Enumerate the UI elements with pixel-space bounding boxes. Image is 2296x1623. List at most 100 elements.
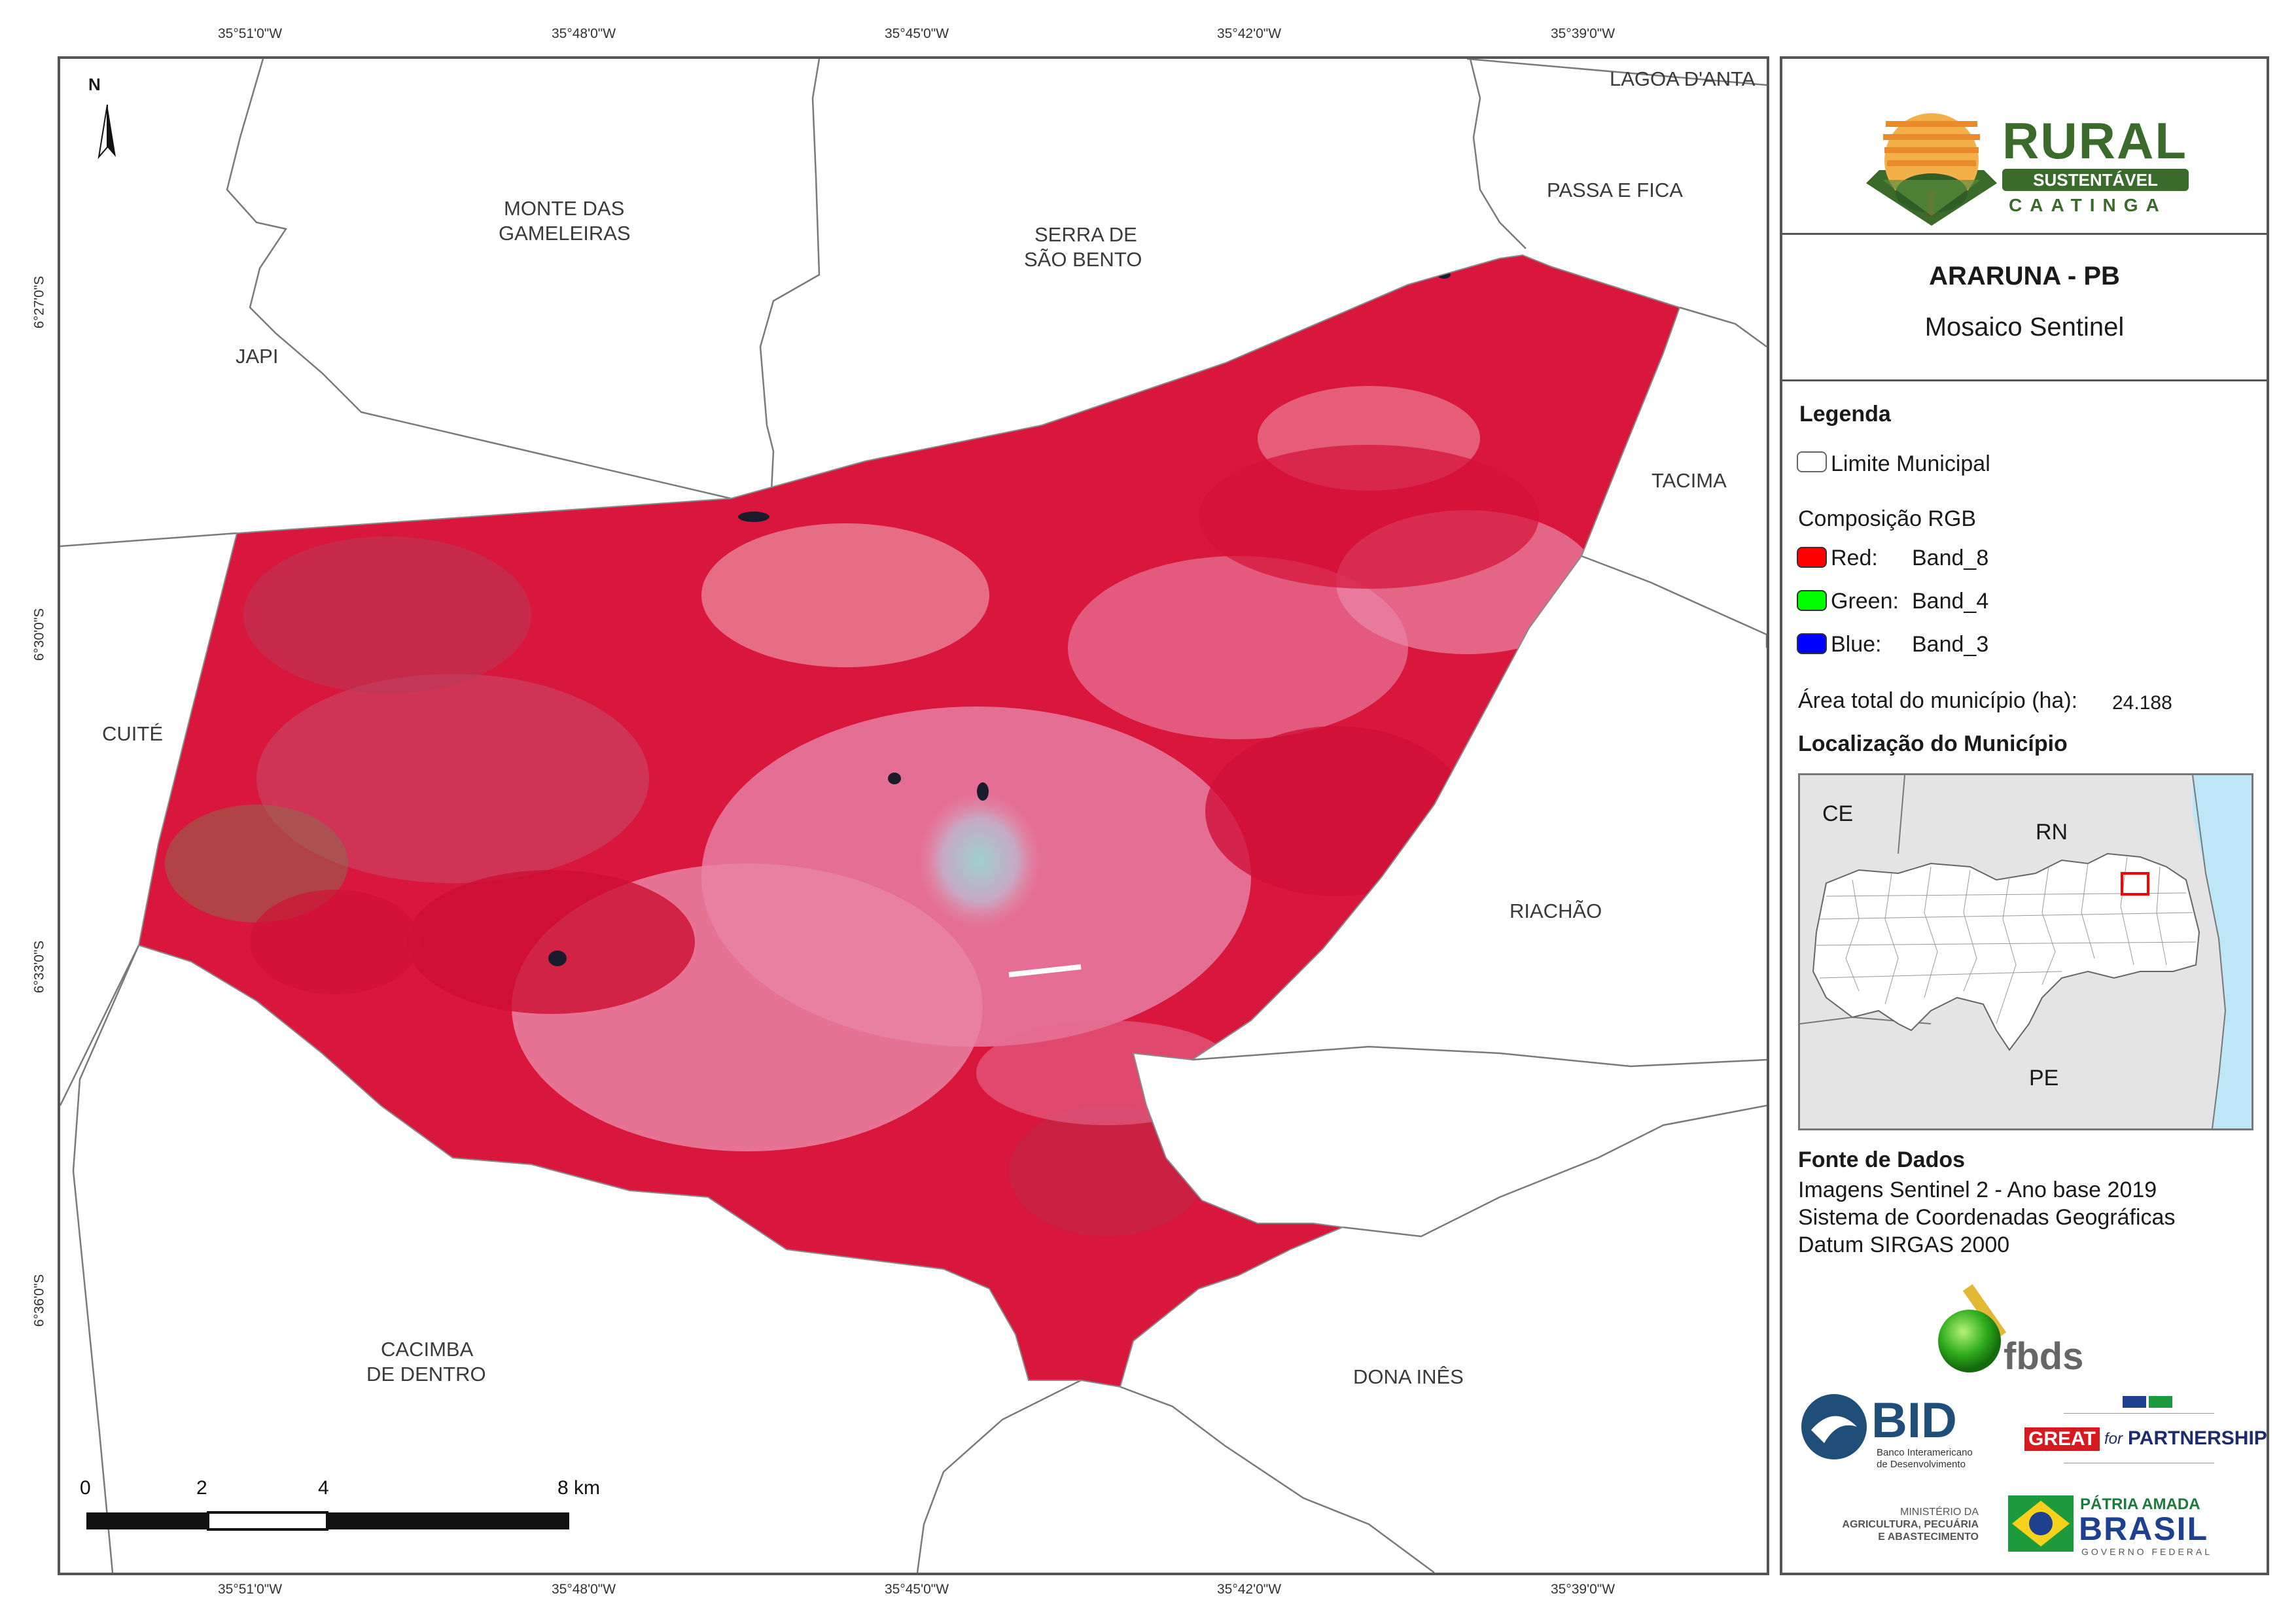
area-label: Área total do município (ha): bbox=[1798, 688, 2078, 713]
patria-line-1: PÁTRIA AMADA bbox=[2080, 1495, 2200, 1513]
map-frame[interactable]: N LAGOA D'ANTA MONTE DAS GAMELEIRAS SERR… bbox=[58, 56, 1769, 1575]
scale-bar bbox=[86, 1511, 569, 1531]
bid-text: BID bbox=[1871, 1393, 1957, 1448]
divider-2 bbox=[1782, 379, 2267, 381]
rural-sustentavel-logo: RURAL SUSTENTÁVEL CAATINGA bbox=[1860, 98, 2200, 229]
blue-band-swatch bbox=[1797, 633, 1827, 654]
bid-sub-1: Banco Interamericano bbox=[1877, 1447, 1973, 1458]
left-coord-4: 6°36'0"S bbox=[31, 1274, 47, 1327]
locator-label-rn: RN bbox=[2036, 820, 2068, 845]
legend-heading: Legenda bbox=[1799, 402, 1891, 427]
legend-panel: RURAL SUSTENTÁVEL CAATINGA ARARUNA - PB … bbox=[1780, 56, 2269, 1575]
locator-svg bbox=[1800, 775, 2252, 1128]
divider-1 bbox=[1782, 233, 2267, 235]
bottom-coord-4: 35°42'0"W bbox=[1217, 1582, 1282, 1597]
source-line-2: Sistema de Coordenadas Geográficas bbox=[1798, 1205, 2176, 1230]
brasil-flag-icon bbox=[2008, 1495, 2074, 1552]
label-cacimba-de-dentro-1: CACIMBA bbox=[381, 1338, 474, 1361]
red-band-label: Red: bbox=[1831, 546, 1878, 570]
municipal-boundaries bbox=[60, 59, 1767, 1573]
area-value: 24.188 bbox=[2112, 692, 2172, 714]
top-coord-3: 35°45'0"W bbox=[885, 26, 949, 41]
blue-band-value: Band_3 bbox=[1912, 632, 1989, 657]
sources-heading: Fonte de Dados bbox=[1798, 1147, 1966, 1172]
ministerio-line-1: MINISTÉRIO DA bbox=[1899, 1507, 1979, 1518]
logo-emblem-icon bbox=[1866, 113, 1997, 226]
red-band-value: Band_8 bbox=[1912, 546, 1989, 570]
flags-icon bbox=[2123, 1396, 2175, 1408]
limit-swatch bbox=[1797, 451, 1827, 472]
bottom-coord-2: 35°48'0"W bbox=[552, 1582, 616, 1597]
bid-emblem-icon bbox=[1801, 1394, 1867, 1459]
locator-map: CE RN PE bbox=[1798, 773, 2253, 1130]
left-coord-3: 6°33'0"S bbox=[31, 940, 47, 994]
label-passa-e-fica: PASSA E FICA bbox=[1547, 179, 1683, 201]
top-coord-5: 35°39'0"W bbox=[1551, 26, 1616, 41]
scale-label-0: 0 bbox=[80, 1477, 91, 1499]
locator-label-pe: PE bbox=[2029, 1066, 2059, 1091]
great-partnership-logo: GREAT for PARTNERSHIP bbox=[2024, 1393, 2273, 1472]
top-coord-4: 35°42'0"W bbox=[1217, 26, 1282, 41]
great-for-text: for bbox=[2104, 1430, 2123, 1448]
great-text: GREAT bbox=[2024, 1427, 2100, 1451]
ministerio-line-3: E ABASTECIMENTO bbox=[1878, 1531, 1979, 1543]
scale-label-2: 2 bbox=[196, 1477, 207, 1499]
label-serra-de-sao-bento-1: SERRA DE bbox=[1034, 223, 1137, 246]
source-line-1: Imagens Sentinel 2 - Ano base 2019 bbox=[1798, 1178, 2157, 1202]
map-canvas[interactable] bbox=[60, 59, 1767, 1573]
label-japi: JAPI bbox=[236, 345, 279, 368]
logo-caatinga: CAATINGA bbox=[2009, 195, 2167, 215]
left-coord-2: 6°30'0"S bbox=[31, 608, 47, 661]
top-coord-1: 35°51'0"W bbox=[218, 26, 283, 41]
map-title: ARARUNA - PB bbox=[1929, 262, 2120, 290]
great-partnership-text: PARTNERSHIP bbox=[2128, 1427, 2267, 1449]
label-monte-das-gameleiras-2: GAMELEIRAS bbox=[499, 222, 631, 245]
label-cacimba-de-dentro-2: DE DENTRO bbox=[366, 1363, 486, 1386]
fbds-text: fbds bbox=[2004, 1335, 2084, 1378]
red-band-swatch bbox=[1797, 547, 1827, 568]
blue-band-label: Blue: bbox=[1831, 632, 1882, 657]
map-subtitle: Mosaico Sentinel bbox=[1924, 313, 2125, 341]
left-coord-1: 6°27'0"S bbox=[31, 275, 47, 329]
locator-label-ce: CE bbox=[1822, 801, 1854, 826]
patria-line-2: BRASIL bbox=[2079, 1510, 2209, 1547]
scale-seg-3 bbox=[327, 1512, 569, 1529]
bottom-coord-5: 35°39'0"W bbox=[1551, 1582, 1616, 1597]
north-arrow-icon bbox=[97, 104, 116, 160]
label-monte-das-gameleiras-1: MONTE DAS bbox=[504, 197, 625, 220]
label-riachao: RIACHÃO bbox=[1510, 899, 1602, 922]
logo-sustentavel: SUSTENTÁVEL bbox=[2002, 169, 2189, 191]
green-band-swatch bbox=[1797, 590, 1827, 611]
ocean bbox=[2193, 775, 2252, 1128]
scale-label-8km: 8 km bbox=[557, 1477, 601, 1499]
label-cuite: CUITÉ bbox=[102, 722, 163, 745]
bottom-coord-3: 35°45'0"W bbox=[885, 1582, 949, 1597]
location-heading: Localização do Município bbox=[1798, 731, 2068, 756]
bid-sub-2: de Desenvolvimento bbox=[1877, 1459, 1966, 1470]
araruna-highlight-box bbox=[2121, 872, 2149, 896]
source-line-3: Datum SIRGAS 2000 bbox=[1798, 1232, 2010, 1257]
label-dona-ines: DONA INÊS bbox=[1353, 1365, 1464, 1388]
bottom-coord-1: 35°51'0"W bbox=[218, 1582, 283, 1597]
ministerio-text: MINISTÉRIO DA AGRICULTURA, PECUÁRIA E AB… bbox=[1815, 1506, 1979, 1543]
logo-rural: RURAL bbox=[2002, 112, 2187, 169]
label-tacima: TACIMA bbox=[1651, 469, 1727, 492]
fbds-orb-icon bbox=[1938, 1283, 2007, 1372]
limit-label: Limite Municipal bbox=[1831, 451, 1990, 476]
label-serra-de-sao-bento-2: SÃO BENTO bbox=[1024, 248, 1142, 271]
label-lagoa-danta: LAGOA D'ANTA bbox=[1610, 67, 1756, 90]
scale-seg-1 bbox=[86, 1512, 208, 1529]
bid-logo: BID Banco Interamericano de Desenvolvime… bbox=[1798, 1391, 1994, 1470]
patria-line-3: GOVERNO FEDERAL bbox=[2081, 1546, 2213, 1557]
scale-label-4: 4 bbox=[318, 1477, 329, 1499]
green-band-label: Green: bbox=[1831, 589, 1899, 614]
ministerio-line-2: AGRICULTURA, PECUÁRIA bbox=[1842, 1519, 1979, 1530]
top-coord-2: 35°48'0"W bbox=[552, 26, 616, 41]
paraiba-state bbox=[1812, 852, 2200, 1051]
patria-amada-brasil-logo: PÁTRIA AMADA BRASIL GOVERNO FEDERAL bbox=[2008, 1495, 2224, 1561]
urban-area bbox=[917, 792, 1042, 929]
composition-heading: Composição RGB bbox=[1798, 506, 1977, 531]
north-arrow-label: N bbox=[88, 75, 101, 94]
fbds-logo: fbds bbox=[1926, 1269, 2096, 1378]
scale-seg-2 bbox=[207, 1511, 328, 1531]
